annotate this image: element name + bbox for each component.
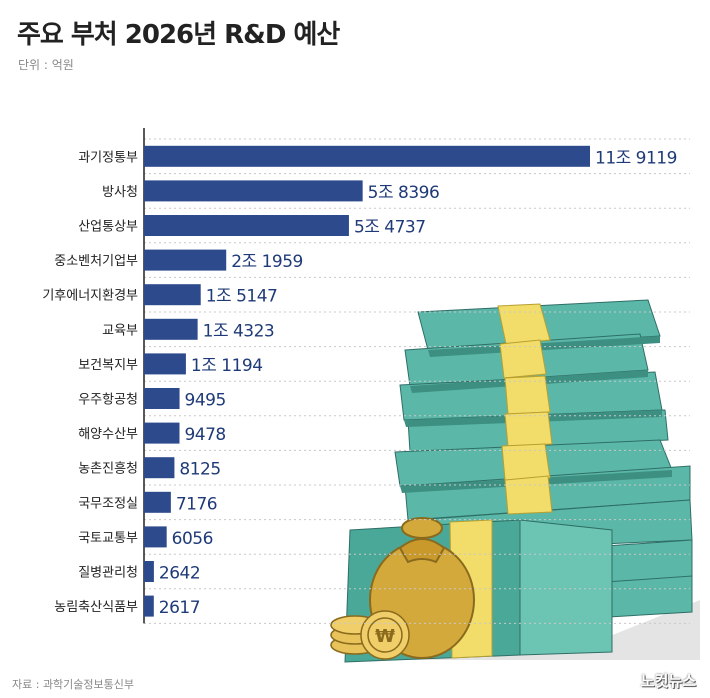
bar	[144, 318, 198, 340]
svg-text:₩: ₩	[375, 626, 395, 647]
bar	[144, 284, 201, 306]
category-label: 과기정통부	[78, 150, 138, 165]
category-label: 중소벤처기업부	[54, 254, 138, 269]
category-label: 우주항공청	[78, 393, 138, 408]
bar	[144, 249, 227, 271]
value-label: 11조 9119	[595, 148, 677, 168]
value-label: 1조 1194	[191, 356, 263, 376]
category-label: 농촌진흥청	[78, 462, 138, 477]
category-label: 농림축산식품부	[54, 600, 138, 615]
bar	[144, 422, 180, 444]
brand-logo: 노컷뉴스	[640, 672, 696, 690]
bar	[144, 388, 180, 409]
source-note: 자료 : 과학기술정보통신부	[12, 678, 135, 691]
bar	[144, 595, 154, 617]
value-label: 6056	[172, 529, 213, 549]
value-label: 9478	[184, 425, 225, 445]
bar	[144, 491, 171, 513]
value-label: 5조 8396	[368, 183, 440, 203]
value-label: 8125	[179, 460, 220, 480]
value-label: 9495	[185, 391, 226, 411]
bar	[144, 145, 590, 167]
category-label: 방사청	[102, 185, 138, 200]
value-label: 5조 4737	[354, 218, 426, 238]
bar	[144, 353, 186, 375]
bar	[144, 180, 363, 202]
value-label: 2642	[159, 564, 200, 584]
category-label: 산업통상부	[78, 220, 138, 235]
chart-title: 주요 부처 2026년 R&D 예산	[17, 20, 340, 50]
category-label: 국무조정실	[78, 496, 138, 511]
bar	[144, 457, 175, 479]
category-label: 국토교통부	[78, 531, 138, 546]
bar	[144, 561, 154, 582]
money-stack-illustration: ₩	[330, 299, 700, 663]
bar	[144, 215, 349, 236]
bar	[144, 526, 167, 548]
plot-area: 과기정통부 11조 9119 방사청 5조 8396 산업통상부 5조 4737 중소벤처기…	[42, 128, 690, 624]
value-label: 1조 5147	[206, 287, 278, 307]
category-label: 질병관리청	[78, 566, 138, 581]
value-label: 1조 4323	[203, 321, 275, 341]
value-label: 7176	[176, 494, 217, 514]
value-label: 2617	[159, 598, 200, 618]
value-label: 2조 1959	[231, 252, 303, 272]
category-label: 교육부	[102, 323, 138, 338]
category-label: 해양수산부	[78, 427, 138, 442]
category-label: 기후에너지환경부	[42, 289, 138, 304]
unit-label: 단위 : 억원	[18, 58, 74, 72]
category-label: 보건복지부	[78, 358, 138, 373]
